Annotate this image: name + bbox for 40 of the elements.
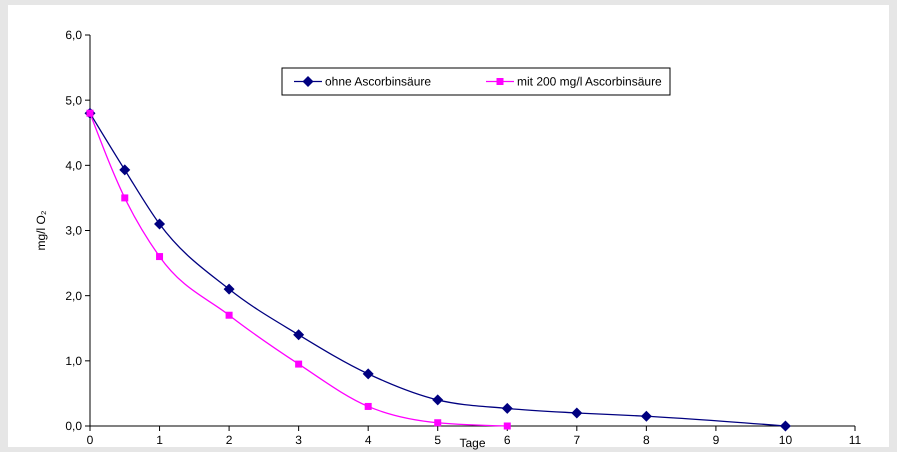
point [119,164,130,176]
point [121,194,128,202]
point [362,368,374,380]
y-tick-label: 4,0 [65,158,82,173]
y-tick-label: 5,0 [65,93,82,108]
x-axis-title: Tage [459,436,486,450]
y-tick-label: 3,0 [65,224,82,238]
point [154,218,166,230]
point [226,312,233,319]
x-tick-label: 7 [573,433,580,447]
point [434,419,442,426]
y-tick-label: 6,0 [65,28,82,42]
point [432,394,444,406]
point [780,420,791,432]
point [364,402,372,410]
point [156,253,164,260]
x-tick-label: 9 [712,433,720,447]
point [502,402,513,414]
point [640,410,652,422]
point [571,407,582,418]
x-tick-label: 3 [295,433,302,447]
x-tick-label: 11 [848,433,862,447]
x-tick-label: 4 [364,433,372,447]
y-tick-label: 0,0 [65,419,82,434]
x-tick-label: 10 [778,433,792,447]
x-tick-label: 2 [226,433,233,447]
legend-label: ohne Ascorbinsäure [325,74,432,89]
y-axis-title: mg/l O₂ [34,210,48,250]
legend-label: mit 200 mg/l Ascorbinsäure [517,74,662,89]
point [224,284,235,295]
point [504,422,511,430]
x-tick-label: 5 [434,433,442,447]
x-tick-label: 6 [504,433,511,447]
x-tick-label: 0 [86,433,94,447]
y-tick-label: 1,0 [65,354,82,368]
point [293,329,304,340]
y-tick-label: 2,0 [65,288,82,303]
point [295,360,302,368]
x-tick-label: 8 [643,433,650,447]
x-tick-label: 1 [156,433,164,447]
